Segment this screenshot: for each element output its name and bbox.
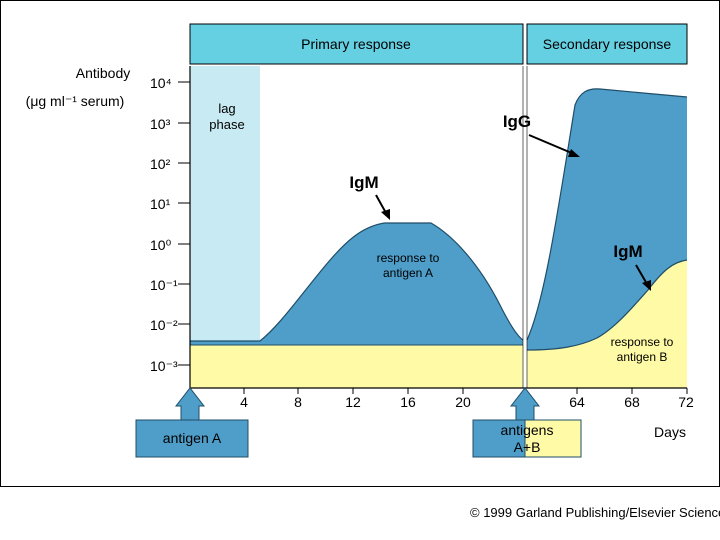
x-tick-label: 16: [400, 394, 416, 410]
x-tick-label: 8: [294, 394, 302, 410]
response-b-curve: [526, 259, 688, 351]
x-tick-label: 72: [678, 394, 694, 410]
antigens-ab-pointer: [509, 387, 541, 421]
antigens-ab-box-yellow: [524, 419, 582, 458]
response-a-label-line1: response to: [377, 251, 440, 265]
primary-response-label: Primary response: [301, 36, 411, 52]
igm-secondary-arrow: [635, 264, 648, 285]
lag-phase-label-line1: lag: [218, 101, 235, 116]
y-tick-label: 10⁰: [150, 237, 172, 253]
y-tick-label: 10²: [150, 156, 171, 172]
y-axis-title-line2: (μg ml⁻¹ serum): [26, 93, 125, 109]
response-b-label-line2: antigen B: [617, 350, 668, 364]
x-tick-label: 20: [455, 394, 471, 410]
y-tick-label: 10⁻³: [150, 358, 178, 374]
antigen-a-label: antigen A: [163, 430, 222, 446]
x-tick-label: 12: [345, 394, 361, 410]
baseline-band-primary: [190, 344, 523, 388]
y-axis-title-line1: Antibody: [76, 65, 130, 81]
antigen-a-pointer: [174, 387, 206, 421]
igg-arrow: [528, 134, 575, 155]
igm-primary-label: IgM: [349, 173, 378, 192]
x-axis-label: Days: [654, 424, 686, 440]
primary-response-header: [189, 23, 524, 65]
lag-phase-region: [190, 66, 260, 344]
response-b-label-line1: response to: [611, 335, 674, 349]
y-ticks: [178, 81, 190, 366]
x-tick-label: 68: [624, 394, 640, 410]
igg-label: IgG: [503, 112, 531, 131]
igg-arrowhead: [568, 149, 580, 157]
response-igg-curve: [526, 88, 688, 341]
secondary-response-label: Secondary response: [543, 36, 672, 52]
response-a-area: [190, 223, 523, 345]
y-tick-label: 10³: [150, 116, 171, 132]
x-ticks: [243, 388, 688, 394]
antigens-ab-label-line2: A+B: [514, 439, 541, 455]
x-tick-label: 4: [240, 394, 248, 410]
igm-primary-arrowhead: [381, 209, 390, 220]
response-a-label-line2: antigen A: [383, 266, 433, 280]
igm-secondary-arrowhead: [642, 280, 651, 291]
y-tick-label: 10⁻¹: [150, 277, 178, 293]
y-tick-label: 10⁻²: [150, 317, 178, 333]
secondary-response-header: [526, 23, 688, 65]
igm-primary-arrow: [375, 194, 387, 214]
y-tick-label: 10⁴: [150, 75, 172, 91]
lag-phase-label-line2: phase: [209, 117, 244, 132]
response-a-curve: [190, 222, 524, 342]
igm-secondary-label: IgM: [613, 242, 642, 261]
antigens-ab-label-line1: antigens: [501, 422, 554, 438]
y-tick-label: 10¹: [150, 196, 171, 212]
antigens-ab-box-blue: [472, 419, 526, 458]
antigen-a-box: [135, 419, 249, 458]
x-tick-label: 64: [569, 394, 585, 410]
copyright-notice: © 1999 Garland Publishing/Elsevier Scien…: [470, 505, 720, 520]
